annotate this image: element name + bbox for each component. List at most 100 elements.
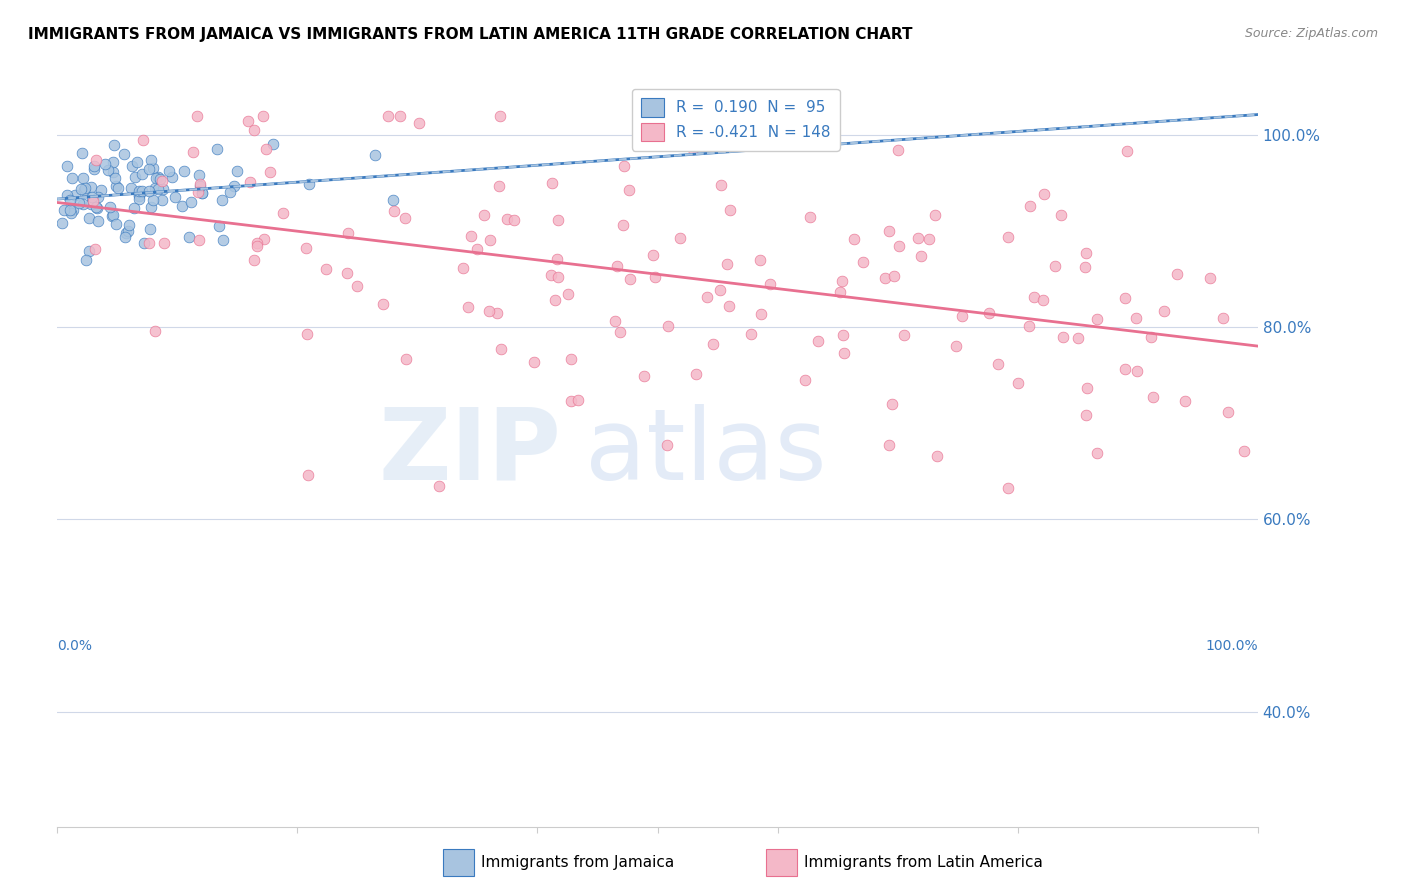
Point [1050, 208, 1073, 222]
Point [1125, 310, 1147, 325]
Point [486, 306, 509, 320]
Point [112, 147, 135, 161]
Point [918, 232, 941, 246]
Point [157, 164, 180, 178]
Point [124, 170, 146, 185]
Point [62, 202, 84, 217]
Point [702, 337, 724, 351]
Point [1052, 330, 1074, 344]
Point [211, 193, 233, 207]
Point [262, 137, 284, 152]
Point [188, 177, 211, 191]
Point [80, 179, 103, 194]
Point [709, 283, 731, 297]
Point [139, 153, 162, 167]
Point [84, 200, 107, 214]
Point [128, 192, 150, 206]
Point [315, 261, 337, 276]
Point [759, 277, 782, 291]
Point [1233, 444, 1256, 458]
Point [97, 162, 120, 177]
Point [191, 186, 214, 200]
Point [718, 299, 741, 313]
Point [388, 109, 411, 123]
Point [87, 189, 110, 203]
Point [70, 182, 93, 196]
Point [118, 218, 141, 232]
Point [997, 481, 1019, 495]
Point [619, 183, 641, 197]
Point [252, 109, 274, 123]
Point [73, 181, 96, 195]
Point [794, 373, 817, 387]
Point [152, 182, 174, 196]
Point [718, 202, 741, 217]
Point [1114, 291, 1136, 305]
Point [1032, 187, 1054, 202]
Text: atlas: atlas [585, 404, 827, 500]
Point [910, 249, 932, 263]
Point [128, 189, 150, 203]
Point [63, 188, 86, 202]
Point [540, 268, 562, 282]
Point [239, 175, 262, 189]
Point [163, 190, 186, 204]
Point [120, 181, 142, 195]
Point [873, 271, 896, 285]
Text: 100.0%: 100.0% [1205, 640, 1258, 654]
Point [547, 270, 569, 285]
Point [138, 236, 160, 251]
Point [207, 143, 229, 157]
Point [887, 239, 910, 253]
Point [103, 138, 125, 153]
Point [218, 185, 240, 199]
Point [246, 236, 269, 251]
Point [84, 153, 107, 167]
Point [831, 274, 853, 288]
Point [142, 193, 165, 207]
Point [748, 252, 770, 267]
Point [560, 351, 582, 366]
Point [128, 184, 150, 198]
Point [641, 248, 664, 262]
Text: Immigrants from Jamaica: Immigrants from Jamaica [481, 855, 673, 870]
Point [183, 145, 205, 159]
Text: IMMIGRANTS FROM JAMAICA VS IMMIGRANTS FROM LATIN AMERICA 11TH GRADE CORRELATION : IMMIGRANTS FROM JAMAICA VS IMMIGRANTS FR… [28, 27, 912, 42]
Point [488, 109, 510, 123]
Point [60, 171, 83, 186]
Point [1166, 267, 1188, 281]
Point [541, 176, 564, 190]
Point [143, 180, 166, 194]
Point [104, 171, 127, 186]
Point [295, 327, 318, 342]
Point [842, 232, 865, 246]
Point [131, 184, 153, 198]
Point [987, 357, 1010, 371]
Point [472, 208, 495, 222]
Point [619, 272, 641, 286]
Point [208, 219, 231, 233]
Point [716, 257, 738, 271]
Point [121, 159, 143, 173]
Point [101, 209, 124, 223]
Point [851, 255, 873, 269]
Point [138, 184, 160, 198]
Text: ZIP: ZIP [378, 404, 561, 500]
Point [139, 222, 162, 236]
Point [740, 327, 762, 342]
Point [1116, 145, 1139, 159]
Point [1076, 408, 1098, 422]
Point [77, 244, 100, 259]
Point [131, 167, 153, 181]
Point [187, 169, 209, 183]
Point [1074, 260, 1097, 274]
Point [103, 208, 125, 222]
Point [1140, 330, 1163, 344]
Point [384, 204, 406, 219]
Point [242, 123, 264, 137]
Point [143, 324, 166, 338]
Point [669, 231, 692, 245]
Point [93, 157, 115, 171]
Point [1067, 331, 1090, 345]
Point [606, 259, 628, 273]
